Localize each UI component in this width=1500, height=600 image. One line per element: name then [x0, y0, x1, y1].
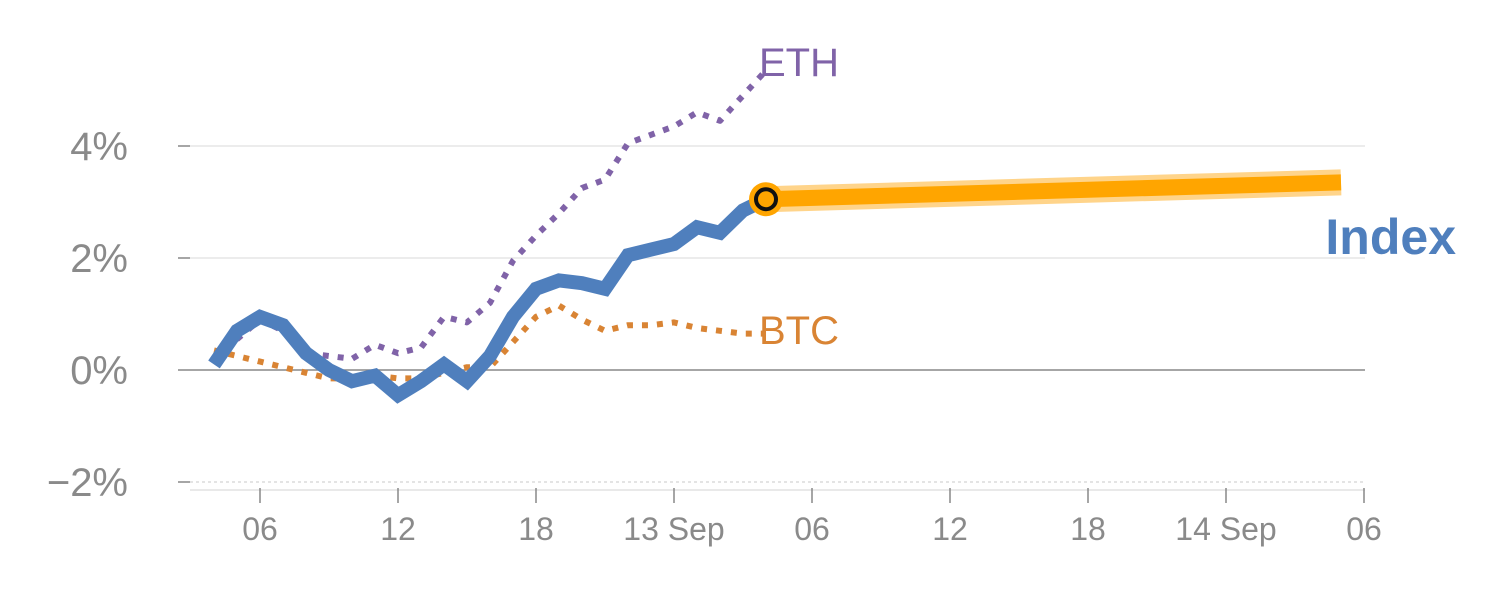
y-tick-label: 0%	[70, 349, 128, 393]
current-point-marker	[754, 187, 778, 212]
x-tick-label: 14 Sep	[1175, 511, 1276, 547]
y-tick-label: −2%	[47, 461, 128, 505]
btc-series-line	[213, 302, 766, 382]
series-layer	[208, 68, 1342, 404]
x-tick-label: 12	[380, 511, 416, 547]
y-tick-label: 2%	[70, 237, 128, 281]
y-tick-label: 4%	[70, 125, 128, 169]
btc-series-label: BTC	[759, 309, 839, 353]
series-labels: ETH BTC Index	[759, 41, 1456, 353]
axes: 4% 2% 0% −2% 06 12 18 13 Sep 06 12 18 14 Sep 06	[47, 125, 1382, 547]
eth-series-label: ETH	[759, 41, 839, 85]
x-tick-label: 18	[518, 511, 554, 547]
x-tick-label: 06	[1346, 511, 1382, 547]
x-tick-label: 18	[1070, 511, 1106, 547]
x-tick-label: 12	[932, 511, 968, 547]
current-point-outer	[749, 182, 783, 217]
x-tick-label: 13 Sep	[623, 511, 724, 547]
index-series-line	[208, 192, 770, 404]
x-tick-label: 06	[794, 511, 830, 547]
eth-series-line	[212, 68, 769, 362]
projection-line	[765, 174, 1342, 208]
x-tick-label: 06	[242, 511, 278, 547]
index-series-label: Index	[1325, 209, 1456, 265]
